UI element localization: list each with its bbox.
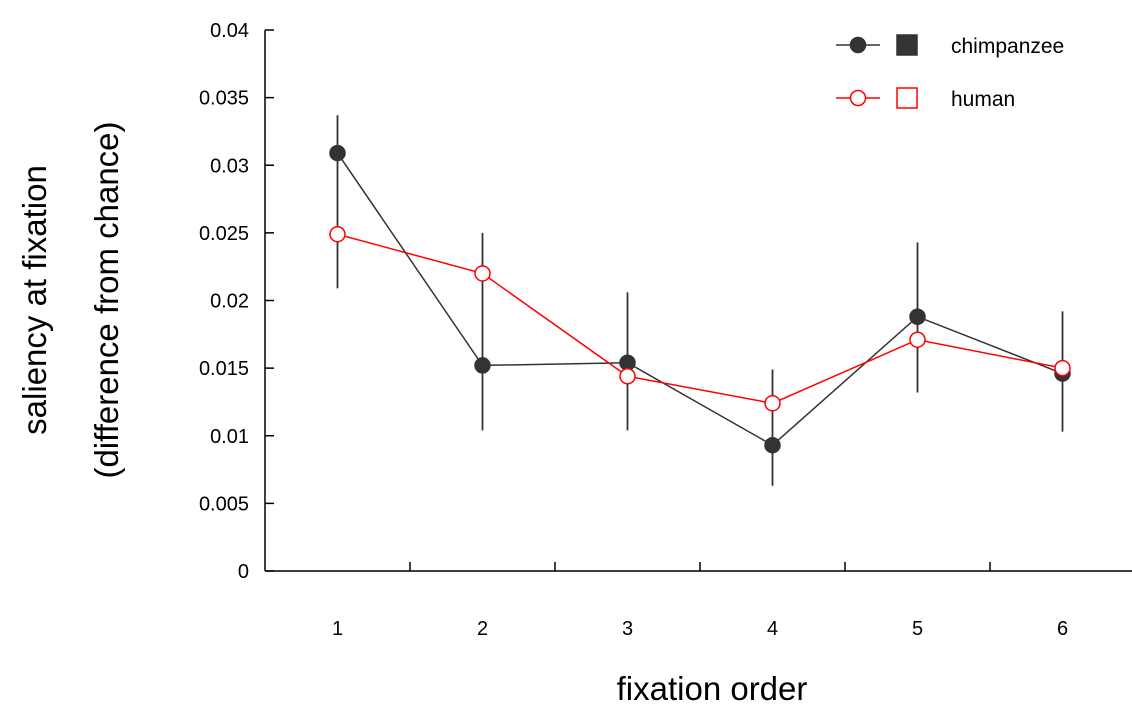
legend: chimpanzee human: [836, 34, 1064, 111]
data-point-chimpanzee: [619, 354, 636, 371]
x-axis-title: fixation order: [617, 670, 808, 707]
data-point-human: [909, 331, 926, 348]
series-points: [329, 144, 1071, 454]
y-tick-label: 0.035: [199, 88, 249, 110]
legend-open-circle-marker: [849, 89, 867, 107]
series-line-chimpanzee: [336, 152, 1063, 447]
y-ticks: 0 0.005 0.01 0.015 0.02 0.025 0.03 0.035 0.04: [199, 20, 274, 583]
y-tick-label: 0.005: [199, 493, 249, 515]
data-point-chimpanzee: [329, 144, 346, 162]
y-tick-label: 0.015: [199, 358, 249, 380]
data-point-human: [764, 395, 781, 412]
y-tick-label: 0: [238, 561, 249, 583]
x-tick-label: 4: [767, 618, 778, 640]
x-tick-label: 3: [622, 618, 633, 640]
error-bars: [336, 115, 1064, 486]
series-line-human: [337, 233, 1063, 405]
legend-open-square-marker: [896, 87, 918, 109]
x-tick-label: 5: [912, 618, 923, 640]
x-ticks: 1 2 3 4 5 6: [332, 562, 1068, 640]
legend-item-human: human: [836, 87, 1015, 111]
axes: [264, 30, 1132, 572]
data-point-human: [474, 265, 491, 282]
data-point-chimpanzee: [764, 436, 781, 454]
data-point-human: [619, 367, 636, 385]
x-tick-label: 1: [332, 618, 343, 640]
legend-item-chimpanzee: chimpanzee: [836, 34, 1064, 58]
y-axis-title-line1: saliency at fixation: [16, 165, 53, 435]
x-tick-label: 6: [1057, 618, 1068, 640]
legend-label-chimpanzee: chimpanzee: [951, 35, 1064, 58]
data-point-chimpanzee: [909, 308, 926, 325]
series-lines: [336, 152, 1063, 447]
y-tick-label: 0.03: [210, 155, 249, 177]
y-tick-label: 0.01: [210, 426, 249, 448]
data-point-human: [1054, 359, 1071, 377]
legend-label-human: human: [951, 88, 1015, 111]
data-point-chimpanzee: [474, 357, 491, 374]
x-tick-label: 2: [477, 618, 488, 640]
y-tick-label: 0.02: [210, 291, 249, 313]
legend-filled-square-marker: [896, 34, 918, 56]
y-tick-label: 0.04: [210, 20, 249, 42]
y-tick-label: 0.025: [199, 223, 249, 245]
legend-filled-circle-marker: [849, 36, 867, 54]
data-point-human: [329, 225, 346, 243]
y-axis-title-line2: (difference from chance): [88, 121, 125, 478]
